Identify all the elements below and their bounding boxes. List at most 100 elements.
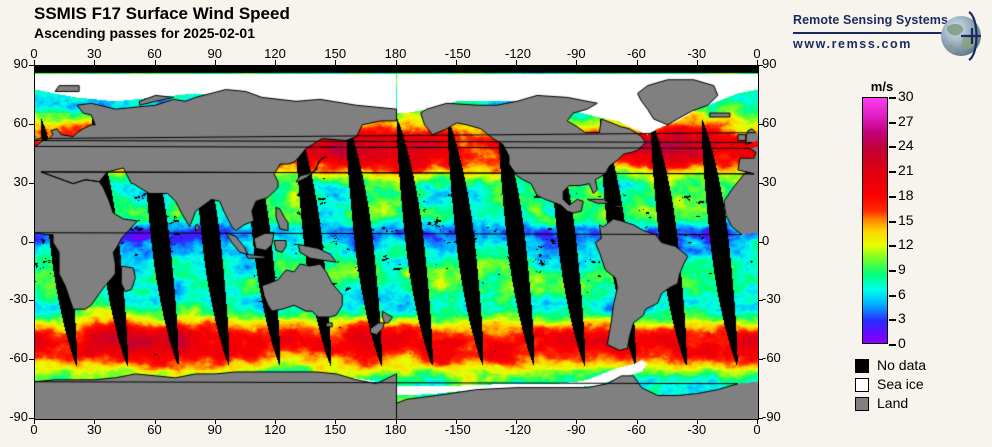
x-tick-mark [757, 60, 758, 65]
colorbar-tick-mark [889, 344, 896, 346]
y-tick-label: -60 [762, 350, 781, 366]
y-tick-label: 60 [13, 114, 28, 130]
x-tick-mark [516, 419, 517, 424]
x-tick-mark [636, 60, 638, 65]
y-tick-mark [758, 300, 763, 302]
y-tick-label: -30 [762, 291, 781, 307]
colorbar-tick-label: 0 [898, 335, 906, 351]
x-tick-label: 120 [264, 422, 286, 437]
y-tick-label: 90 [762, 56, 777, 71]
x-tick-mark [94, 60, 96, 65]
y-tick-mark [758, 182, 763, 184]
x-tick-mark [455, 60, 457, 65]
legend-label: No data [877, 357, 927, 373]
colorbar-gradient [862, 97, 888, 344]
y-tick-mark [29, 123, 34, 125]
x-tick-mark [576, 60, 578, 65]
x-tick-label: 0 [753, 422, 761, 437]
wind-speed-map[interactable] [34, 65, 759, 420]
y-tick-label: -60 [9, 350, 28, 366]
x-tick-mark [275, 60, 276, 65]
map-canvas [35, 66, 758, 419]
x-tick-mark [757, 419, 758, 424]
remss-logo[interactable]: Remote Sensing Systems www.remss.com [793, 8, 983, 64]
x-tick-mark [214, 60, 216, 65]
x-tick-label: 0 [30, 422, 38, 437]
y-tick-mark [758, 123, 763, 125]
colorbar-tick-label: 15 [898, 211, 914, 228]
y-tick-label: -30 [9, 291, 28, 307]
y-tick-label: 0 [20, 232, 28, 248]
x-tick-label: 90 [207, 422, 222, 437]
colorbar-units: m/s [870, 79, 894, 94]
x-tick-label: 180 [384, 46, 407, 61]
globe-icon [941, 11, 981, 61]
colorbar-tick-label: 27 [898, 112, 914, 129]
legend-land: Land [855, 395, 985, 414]
legend-sea-ice: Sea ice [855, 376, 985, 395]
colorbar-tick-label: 3 [898, 310, 906, 327]
colorbar-tick-mark [889, 269, 896, 272]
colorbar-tick-mark [889, 195, 896, 198]
legend-label: Land [877, 395, 909, 411]
colorbar-tick-mark [889, 171, 896, 174]
colorbar-tick-mark [889, 319, 896, 322]
y-tick-label: 30 [762, 173, 777, 189]
colorbar-tick-mark [889, 294, 896, 297]
x-tick-label: 30 [87, 46, 102, 61]
x-tick-mark [154, 419, 156, 424]
x-tick-label: 60 [147, 46, 162, 61]
legend-swatch [855, 359, 869, 373]
colorbar-tick-mark [889, 121, 896, 124]
y-tick-mark [758, 359, 763, 361]
colorbar-tick-label: 9 [898, 260, 906, 277]
y-tick-mark [29, 359, 34, 361]
logo-company-name: Remote Sensing Systems [793, 13, 949, 27]
x-tick-label: 60 [147, 422, 162, 437]
x-tick-mark [395, 419, 397, 424]
page-title: SSMIS F17 Surface Wind Speed [34, 4, 290, 23]
x-tick-mark [455, 419, 457, 424]
x-tick-label: -150 [444, 422, 471, 437]
colorbar-tick-mark [889, 97, 896, 99]
y-tick-mark [758, 241, 763, 243]
y-tick-label: 90 [13, 56, 28, 71]
x-tick-mark [214, 419, 216, 424]
x-tick-label: 0 [30, 46, 38, 61]
colorbar-tick-mark [889, 146, 896, 149]
colorbar-tick-label: 30 [898, 88, 914, 104]
y-tick-mark [758, 65, 763, 66]
y-tick-label: -90 [762, 409, 781, 424]
x-tick-mark [395, 60, 397, 65]
x-tick-mark [275, 419, 276, 424]
map-legend: No data Sea ice Land [855, 357, 985, 414]
x-tick-mark [154, 60, 156, 65]
y-tick-mark [29, 182, 34, 184]
y-tick-mark [758, 418, 763, 419]
colorbar-tick-mark [889, 220, 896, 223]
legend-swatch [855, 378, 869, 392]
x-tick-label: 0 [753, 46, 761, 61]
x-tick-mark [34, 419, 35, 424]
x-tick-mark [335, 60, 337, 65]
x-tick-label: -60 [627, 46, 646, 61]
colorbar-tick-label: 21 [898, 162, 914, 179]
x-tick-label: -30 [687, 422, 707, 437]
y-tick-mark [29, 65, 34, 66]
y-tick-label: 60 [762, 114, 777, 130]
x-tick-label: -120 [505, 422, 532, 437]
y-tick-mark [29, 418, 34, 419]
y-tick-mark [29, 300, 34, 302]
x-tick-label: 30 [87, 422, 102, 437]
colorbar[interactable] [862, 97, 888, 344]
x-tick-mark [516, 60, 517, 65]
x-tick-label: -30 [687, 46, 707, 61]
x-tick-label: -150 [444, 46, 471, 61]
colorbar-tick-label: 12 [898, 236, 914, 253]
x-tick-mark [94, 419, 96, 424]
colorbar-tick-label: 24 [898, 137, 914, 154]
x-tick-mark [696, 60, 698, 65]
x-tick-mark [576, 419, 578, 424]
x-tick-label: 90 [207, 46, 222, 61]
